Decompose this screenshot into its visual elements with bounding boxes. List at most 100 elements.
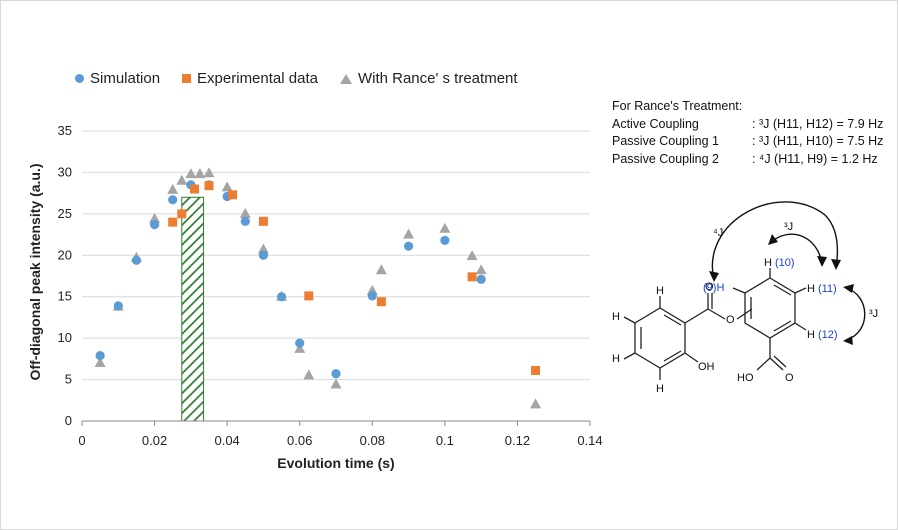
label-h: H [612, 311, 620, 323]
tick-labels: 0 5 10 15 20 25 30 35 0 0.02 0.04 0.06 0.08 0.1 0.12 0.… [58, 123, 603, 448]
label-h10: H (10) [764, 257, 795, 269]
simulation-point [331, 369, 341, 379]
rance-point [257, 243, 269, 254]
label-h: H [612, 353, 620, 365]
right-ring-double-bond [773, 284, 792, 296]
coupling-arrow-4j [711, 201, 839, 281]
simulation-point [367, 291, 377, 301]
info-title: For Rance's Treatment: [612, 99, 743, 113]
circle-marker-icon [75, 74, 84, 83]
rance-point [221, 181, 233, 192]
right-benzene-ring [744, 277, 796, 339]
label-4j: ⁴J [713, 227, 723, 239]
experimental-point [376, 297, 386, 307]
x-axis-title: Evolution time (s) [277, 455, 394, 471]
experimental-point [189, 184, 199, 194]
info-value: : ³J (H11, H12) = 7.9 Hz [752, 116, 884, 131]
arrowhead [709, 271, 719, 282]
experimental-point [177, 209, 187, 219]
bond [684, 352, 699, 363]
experimental-point [228, 190, 238, 200]
bond [684, 308, 709, 324]
bond [623, 316, 636, 324]
rance-point [330, 378, 342, 389]
rance-point [167, 183, 179, 194]
simulation-point [258, 250, 269, 260]
bond [769, 357, 784, 371]
bond [732, 287, 746, 294]
legend-item-experimental: Experimental data [182, 70, 318, 87]
chart-legend: Simulation Experimental data With Rance'… [75, 70, 518, 87]
y-tick-label: 30 [58, 164, 72, 179]
rance-point [94, 357, 106, 367]
label-h12: H (12) [807, 329, 838, 341]
y-tick-label: 35 [58, 123, 72, 138]
simulation-point [440, 235, 450, 245]
coupling-arrow-3j-h12 [845, 287, 866, 341]
label-h: H [656, 285, 664, 297]
triangle-marker-icon [339, 73, 352, 84]
y-tick-label: 5 [65, 372, 72, 387]
x-tick-label: 0.04 [214, 433, 239, 448]
label-3j-a: ³J [784, 221, 793, 233]
info-label: Passive Coupling 1 [612, 134, 720, 148]
simulation-point [149, 220, 160, 230]
left-benzene-ring [634, 307, 686, 369]
molecule-structure [623, 201, 866, 380]
experimental-point [531, 365, 541, 375]
chart-axes [81, 420, 591, 426]
experimental-point [168, 217, 178, 227]
info-value: : ³J (H11, H10) = 7.5 Hz [752, 134, 884, 148]
legend-label: Experimental data [197, 70, 318, 87]
x-tick-label: 0.14 [577, 433, 602, 448]
rance-point [403, 228, 415, 239]
info-label: Passive Coupling 2 [612, 151, 720, 166]
info-row: Passive Coupling 2: ⁴J (H11, H9) = 1.2 H… [612, 151, 883, 169]
arrowhead [831, 259, 841, 270]
simulation-point [95, 350, 105, 361]
label-hoc: HO [737, 372, 754, 384]
info-row: Passive Coupling 1 : ³J (H11, H10) = 7.5 … [612, 133, 883, 151]
experimental-point [304, 291, 314, 301]
highlight-band-layer [181, 196, 205, 422]
y-tick-label: 25 [58, 206, 72, 221]
data-points [94, 167, 542, 409]
simulation-point [276, 292, 287, 302]
x-tick-label: 0.08 [360, 433, 385, 448]
label-o-carbonyl: O [705, 281, 714, 293]
bond [794, 322, 807, 331]
simulation-point [295, 338, 305, 348]
rance-point [176, 174, 188, 185]
rance-point [466, 250, 478, 261]
coupling-arrow-3j-h10 [769, 233, 823, 265]
y-tick-label: 20 [58, 247, 72, 262]
rance-point [294, 342, 306, 353]
simulation-point [168, 195, 178, 205]
simulation-point [403, 241, 414, 251]
y-tick-label: 0 [65, 413, 72, 428]
chart-gridlines [82, 130, 590, 381]
left-ring-double-bond [663, 314, 682, 326]
x-tick-label: 0 [78, 433, 85, 448]
arrowhead [817, 256, 827, 267]
rance-point [185, 168, 197, 179]
bond [794, 287, 807, 294]
experimental-point [258, 216, 268, 226]
info-row: Active Coupling : ³J (H11, H12) = 7.9 Hz [612, 116, 883, 134]
x-tick-label: 0.06 [287, 433, 312, 448]
square-marker-icon [182, 74, 192, 83]
y-tick-label: 15 [58, 289, 72, 304]
x-tick-label: 0.1 [436, 433, 454, 448]
highlight-band [181, 196, 205, 422]
simulation-point [131, 255, 142, 265]
rance-point [239, 207, 251, 218]
bond [756, 357, 771, 371]
label-oh: OH [698, 361, 715, 373]
molecule-labels: H H H H OH O O (9)H H (10) H (11) H (12) HO… [612, 221, 878, 395]
info-label: Active Coupling [612, 116, 699, 131]
label-h: H [656, 383, 664, 395]
x-tick-label: 0.12 [505, 433, 530, 448]
simulation-point [240, 216, 250, 226]
rance-point [439, 222, 451, 233]
rance-point [530, 398, 542, 409]
